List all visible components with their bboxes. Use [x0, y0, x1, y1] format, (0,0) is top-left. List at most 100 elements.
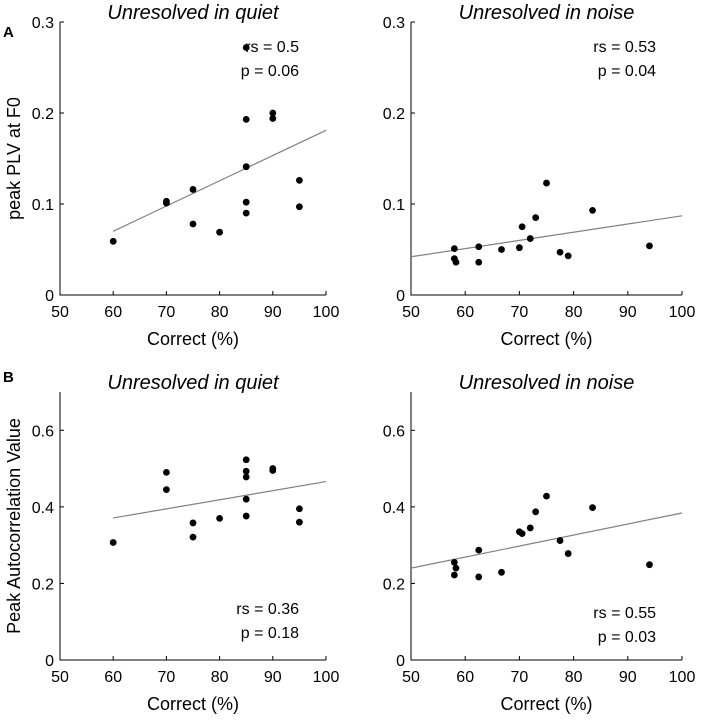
data-point	[242, 209, 250, 217]
y-tick-label: 0	[45, 288, 54, 305]
data-point	[269, 109, 277, 117]
y-tick-label: 0	[396, 653, 405, 670]
p-annotation: p = 0.04	[598, 63, 656, 80]
data-point	[242, 512, 250, 520]
data-point	[242, 473, 250, 481]
data-point	[475, 258, 483, 266]
y-tick-label: 0	[45, 653, 54, 670]
data-point	[556, 248, 564, 256]
y-axis-label: peak PLV at F0	[4, 97, 24, 220]
x-tick-label: 80	[211, 304, 229, 321]
x-tick-label: 80	[565, 669, 583, 686]
y-tick-label: 0.4	[32, 500, 54, 517]
data-point	[475, 243, 483, 251]
data-point	[543, 492, 550, 500]
y-tick-label: 0.6	[32, 423, 54, 440]
data-point	[564, 550, 572, 557]
x-tick-label: 50	[51, 304, 69, 321]
data-point	[189, 533, 197, 541]
data-point	[518, 530, 526, 538]
data-point	[452, 564, 460, 572]
x-axis-label: Correct (%)	[500, 694, 592, 714]
regression-line	[113, 480, 327, 519]
panel-label-a: A	[3, 24, 14, 41]
data-point	[269, 115, 277, 122]
data-point	[189, 186, 197, 193]
x-tick-label: 100	[669, 304, 696, 321]
y-axis-label: Peak Autocorrelation Value	[4, 418, 24, 634]
p-annotation: p = 0.03	[598, 629, 656, 646]
x-tick-label: 50	[402, 304, 420, 321]
x-tick-label: 90	[619, 304, 637, 321]
rs-annotation: rs = 0.53	[593, 39, 656, 56]
y-tick-label: 0.2	[32, 576, 54, 593]
y-tick-label: 0.1	[383, 197, 405, 214]
data-point	[646, 242, 653, 250]
scatter-plot-3: 50 60 70 80 90 100 0 0.2 0.4 0.6 Unresolved in qui…	[4, 372, 339, 714]
y-tick-label: 0.1	[32, 197, 54, 214]
data-point	[452, 258, 460, 266]
y-tick-label: 0.4	[383, 500, 405, 517]
x-tick-label: 70	[511, 669, 529, 686]
data-point	[556, 537, 564, 544]
scatter-plot-1: 50 60 70 80 90 100 0 0.1 0.2 0.3 Unresolved in qui…	[4, 2, 339, 349]
x-tick-label: 60	[456, 304, 474, 321]
rs-annotation: rs = 0.5	[245, 39, 299, 56]
data-point	[296, 203, 303, 211]
data-point	[109, 237, 117, 245]
data-point	[498, 568, 505, 576]
p-annotation: p = 0.18	[241, 625, 299, 642]
regression-line	[112, 129, 327, 232]
data-point	[526, 524, 534, 532]
data-point	[532, 214, 540, 222]
data-point	[450, 571, 458, 579]
data-point	[109, 539, 117, 546]
scatter-plot-4: 50 60 70 80 90 100 0 0.2 0.4 0.6 Unresolved in noi…	[383, 372, 696, 714]
data-point	[532, 508, 540, 516]
x-axis-label: Correct (%)	[147, 694, 239, 714]
y-tick-label: 0.3	[383, 15, 405, 32]
data-point	[269, 467, 277, 474]
y-tick-label: 0.2	[383, 576, 405, 593]
x-tick-label: 100	[313, 669, 340, 686]
data-point	[516, 244, 523, 252]
y-tick-label: 0.2	[383, 106, 405, 123]
chart-title: Unresolved in noise	[459, 2, 635, 24]
x-tick-label: 50	[51, 669, 69, 686]
x-tick-label: 90	[264, 669, 282, 686]
data-point	[564, 252, 572, 260]
y-tick-label: 0.6	[383, 423, 405, 440]
data-point	[242, 198, 250, 206]
data-point	[242, 495, 250, 503]
x-tick-label: 90	[264, 304, 282, 321]
data-point	[475, 546, 483, 554]
data-point	[163, 486, 170, 494]
data-point	[242, 163, 250, 171]
x-axis-label: Correct (%)	[500, 329, 592, 349]
data-point	[518, 223, 526, 231]
y-tick-label: 0.2	[32, 106, 54, 123]
x-tick-label: 50	[402, 669, 420, 686]
chart-title: Unresolved in quiet	[107, 2, 280, 24]
data-point	[296, 505, 303, 513]
data-point	[589, 504, 596, 512]
scatter-plot-2: 50 60 70 80 90 100 0 0.1 0.2 0.3 Unresolved in noi…	[383, 2, 696, 349]
x-axis-label: Correct (%)	[147, 329, 239, 349]
x-tick-label: 100	[313, 304, 340, 321]
data-point	[450, 245, 458, 252]
data-point	[242, 467, 250, 475]
chart-title: Unresolved in noise	[459, 372, 635, 394]
data-point	[216, 514, 224, 522]
panel-label-b: B	[3, 369, 14, 386]
data-point	[189, 220, 197, 228]
data-point	[475, 573, 483, 581]
chart-title: Unresolved in quiet	[107, 372, 280, 394]
x-tick-label: 70	[158, 304, 176, 321]
x-tick-label: 60	[456, 669, 474, 686]
regression-line	[410, 512, 683, 569]
data-point	[242, 44, 250, 51]
x-tick-label: 80	[211, 669, 229, 686]
x-tick-label: 90	[619, 669, 637, 686]
y-tick-label: 0	[396, 288, 405, 305]
